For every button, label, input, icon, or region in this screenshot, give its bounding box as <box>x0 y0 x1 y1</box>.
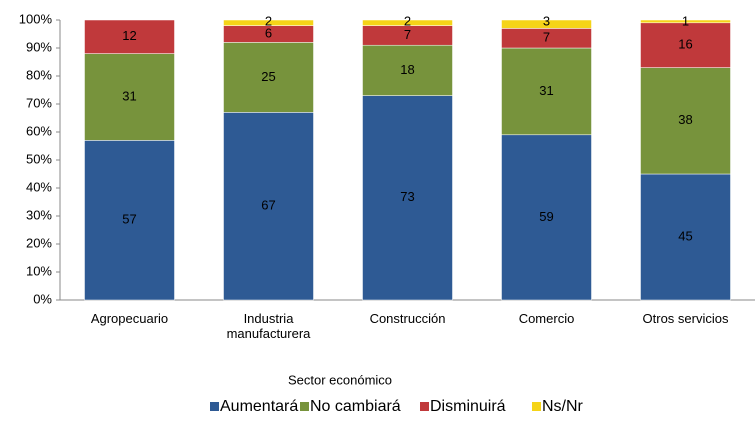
bar-segment <box>501 19 592 29</box>
legend-swatch <box>210 402 219 411</box>
x-tick-label: Comercio <box>518 311 575 326</box>
data-label: 12 <box>122 28 136 43</box>
legend-label: No cambiará <box>310 398 401 415</box>
bar-segment <box>640 22 731 68</box>
data-label: 2 <box>404 13 411 28</box>
x-tick-label: Otros servicios <box>642 311 729 326</box>
y-tick-label: 60% <box>26 123 52 138</box>
y-tick-label: 30% <box>26 207 52 222</box>
y-tick-label: 20% <box>26 235 52 250</box>
legend-label: Disminuirá <box>430 398 506 415</box>
bar-segment <box>223 112 314 301</box>
y-tick-label: 100% <box>19 11 53 26</box>
bar-segment <box>84 19 175 54</box>
data-label: 73 <box>400 189 414 204</box>
bar-segment <box>362 95 453 301</box>
data-label: 16 <box>678 37 692 52</box>
legend-label: Aumentará <box>220 398 298 415</box>
y-tick-label: 90% <box>26 39 52 54</box>
data-label: 2 <box>265 13 272 28</box>
data-label: 6 <box>265 25 272 40</box>
y-tick-label: 10% <box>26 263 52 278</box>
data-label: 18 <box>400 62 414 77</box>
bar-segment <box>223 42 314 113</box>
data-label: 67 <box>261 198 275 213</box>
x-tick-label: Construcción <box>369 311 446 326</box>
bar-segment <box>362 19 453 26</box>
legend-label: Ns/Nr <box>542 398 584 415</box>
data-label: 45 <box>678 228 692 243</box>
bar-segment <box>501 47 592 136</box>
bar-segment <box>640 19 731 24</box>
data-label: 3 <box>543 13 550 28</box>
y-tick-label: 70% <box>26 95 52 110</box>
data-label: 38 <box>678 112 692 127</box>
data-label: 31 <box>122 88 136 103</box>
data-label: 1 <box>682 13 689 28</box>
bar-segment <box>84 140 175 301</box>
data-label: 7 <box>404 27 411 42</box>
data-label: 7 <box>543 30 550 45</box>
bar-segment <box>362 44 453 96</box>
legend-swatch <box>420 402 429 411</box>
y-tick-label: 80% <box>26 67 52 82</box>
y-tick-label: 40% <box>26 179 52 194</box>
data-label: 31 <box>539 83 553 98</box>
data-label: 25 <box>261 69 275 84</box>
x-axis-label: Sector económico <box>288 372 392 387</box>
data-label: 59 <box>539 209 553 224</box>
legend-swatch <box>532 402 541 411</box>
data-label: 57 <box>122 212 136 227</box>
y-tick-label: 50% <box>26 151 52 166</box>
x-tick-label: Agropecuario <box>90 311 169 326</box>
legend-swatch <box>300 402 309 411</box>
bar-segment <box>501 134 592 301</box>
bar-segment <box>223 19 314 26</box>
bar-segment <box>84 53 175 141</box>
x-tick-label: Industria manufacturera <box>226 311 311 341</box>
y-tick-label: 0% <box>33 291 52 306</box>
